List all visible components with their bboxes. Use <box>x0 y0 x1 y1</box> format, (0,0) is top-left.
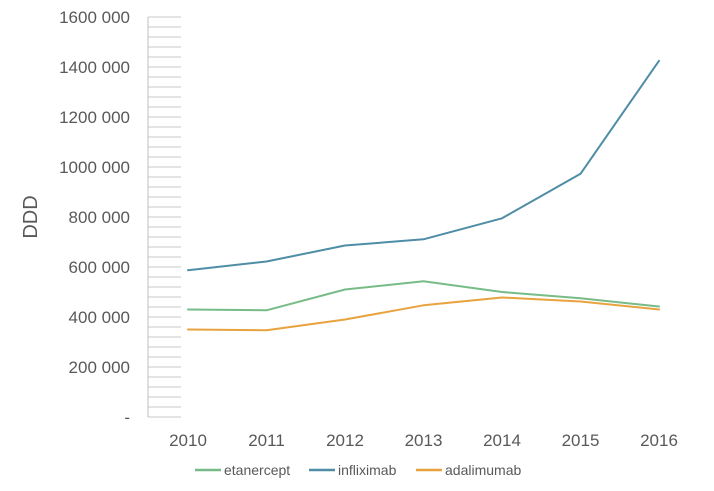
legend-label-infliximab: infliximab <box>338 462 397 478</box>
y-axis-title: DDD <box>20 195 42 238</box>
series-lines <box>187 59 660 332</box>
y-tick-label: 1000 000 <box>59 158 130 177</box>
y-tick-label: 1400 000 <box>59 58 130 77</box>
y-tick-label: 400 000 <box>69 308 130 327</box>
x-tick-label: 2016 <box>640 431 678 450</box>
x-tick-label: 2012 <box>326 431 364 450</box>
y-tick-label: 600 000 <box>69 258 130 277</box>
y-tick-label: - <box>124 408 130 427</box>
x-tick-label: 2010 <box>169 431 207 450</box>
x-tick-label: 2014 <box>483 431 521 450</box>
y-tick-label: 1200 000 <box>59 108 130 127</box>
y-axis-minor-ticks <box>148 16 181 418</box>
x-tick-label: 2011 <box>248 431 285 450</box>
y-tick-label: 800 000 <box>69 208 130 227</box>
series-line-infliximab <box>187 59 660 272</box>
x-tick-label: 2013 <box>405 431 443 450</box>
series-line-adalimumab <box>187 296 660 332</box>
x-axis-ticks: 2010 2011 2012 2013 2014 2015 2016 <box>169 431 678 450</box>
y-axis-ticks: - 200 000 400 000 600 000 800 000 1000 000 120… <box>59 8 130 427</box>
legend: etanercept infliximab adalimumab <box>195 462 521 478</box>
series-line-etanercept <box>187 280 660 312</box>
y-tick-label: 200 000 <box>69 358 130 377</box>
legend-label-adalimumab: adalimumab <box>445 462 521 478</box>
x-tick-label: 2015 <box>562 431 600 450</box>
y-tick-label: 1600 000 <box>59 8 130 27</box>
legend-label-etanercept: etanercept <box>224 462 290 478</box>
